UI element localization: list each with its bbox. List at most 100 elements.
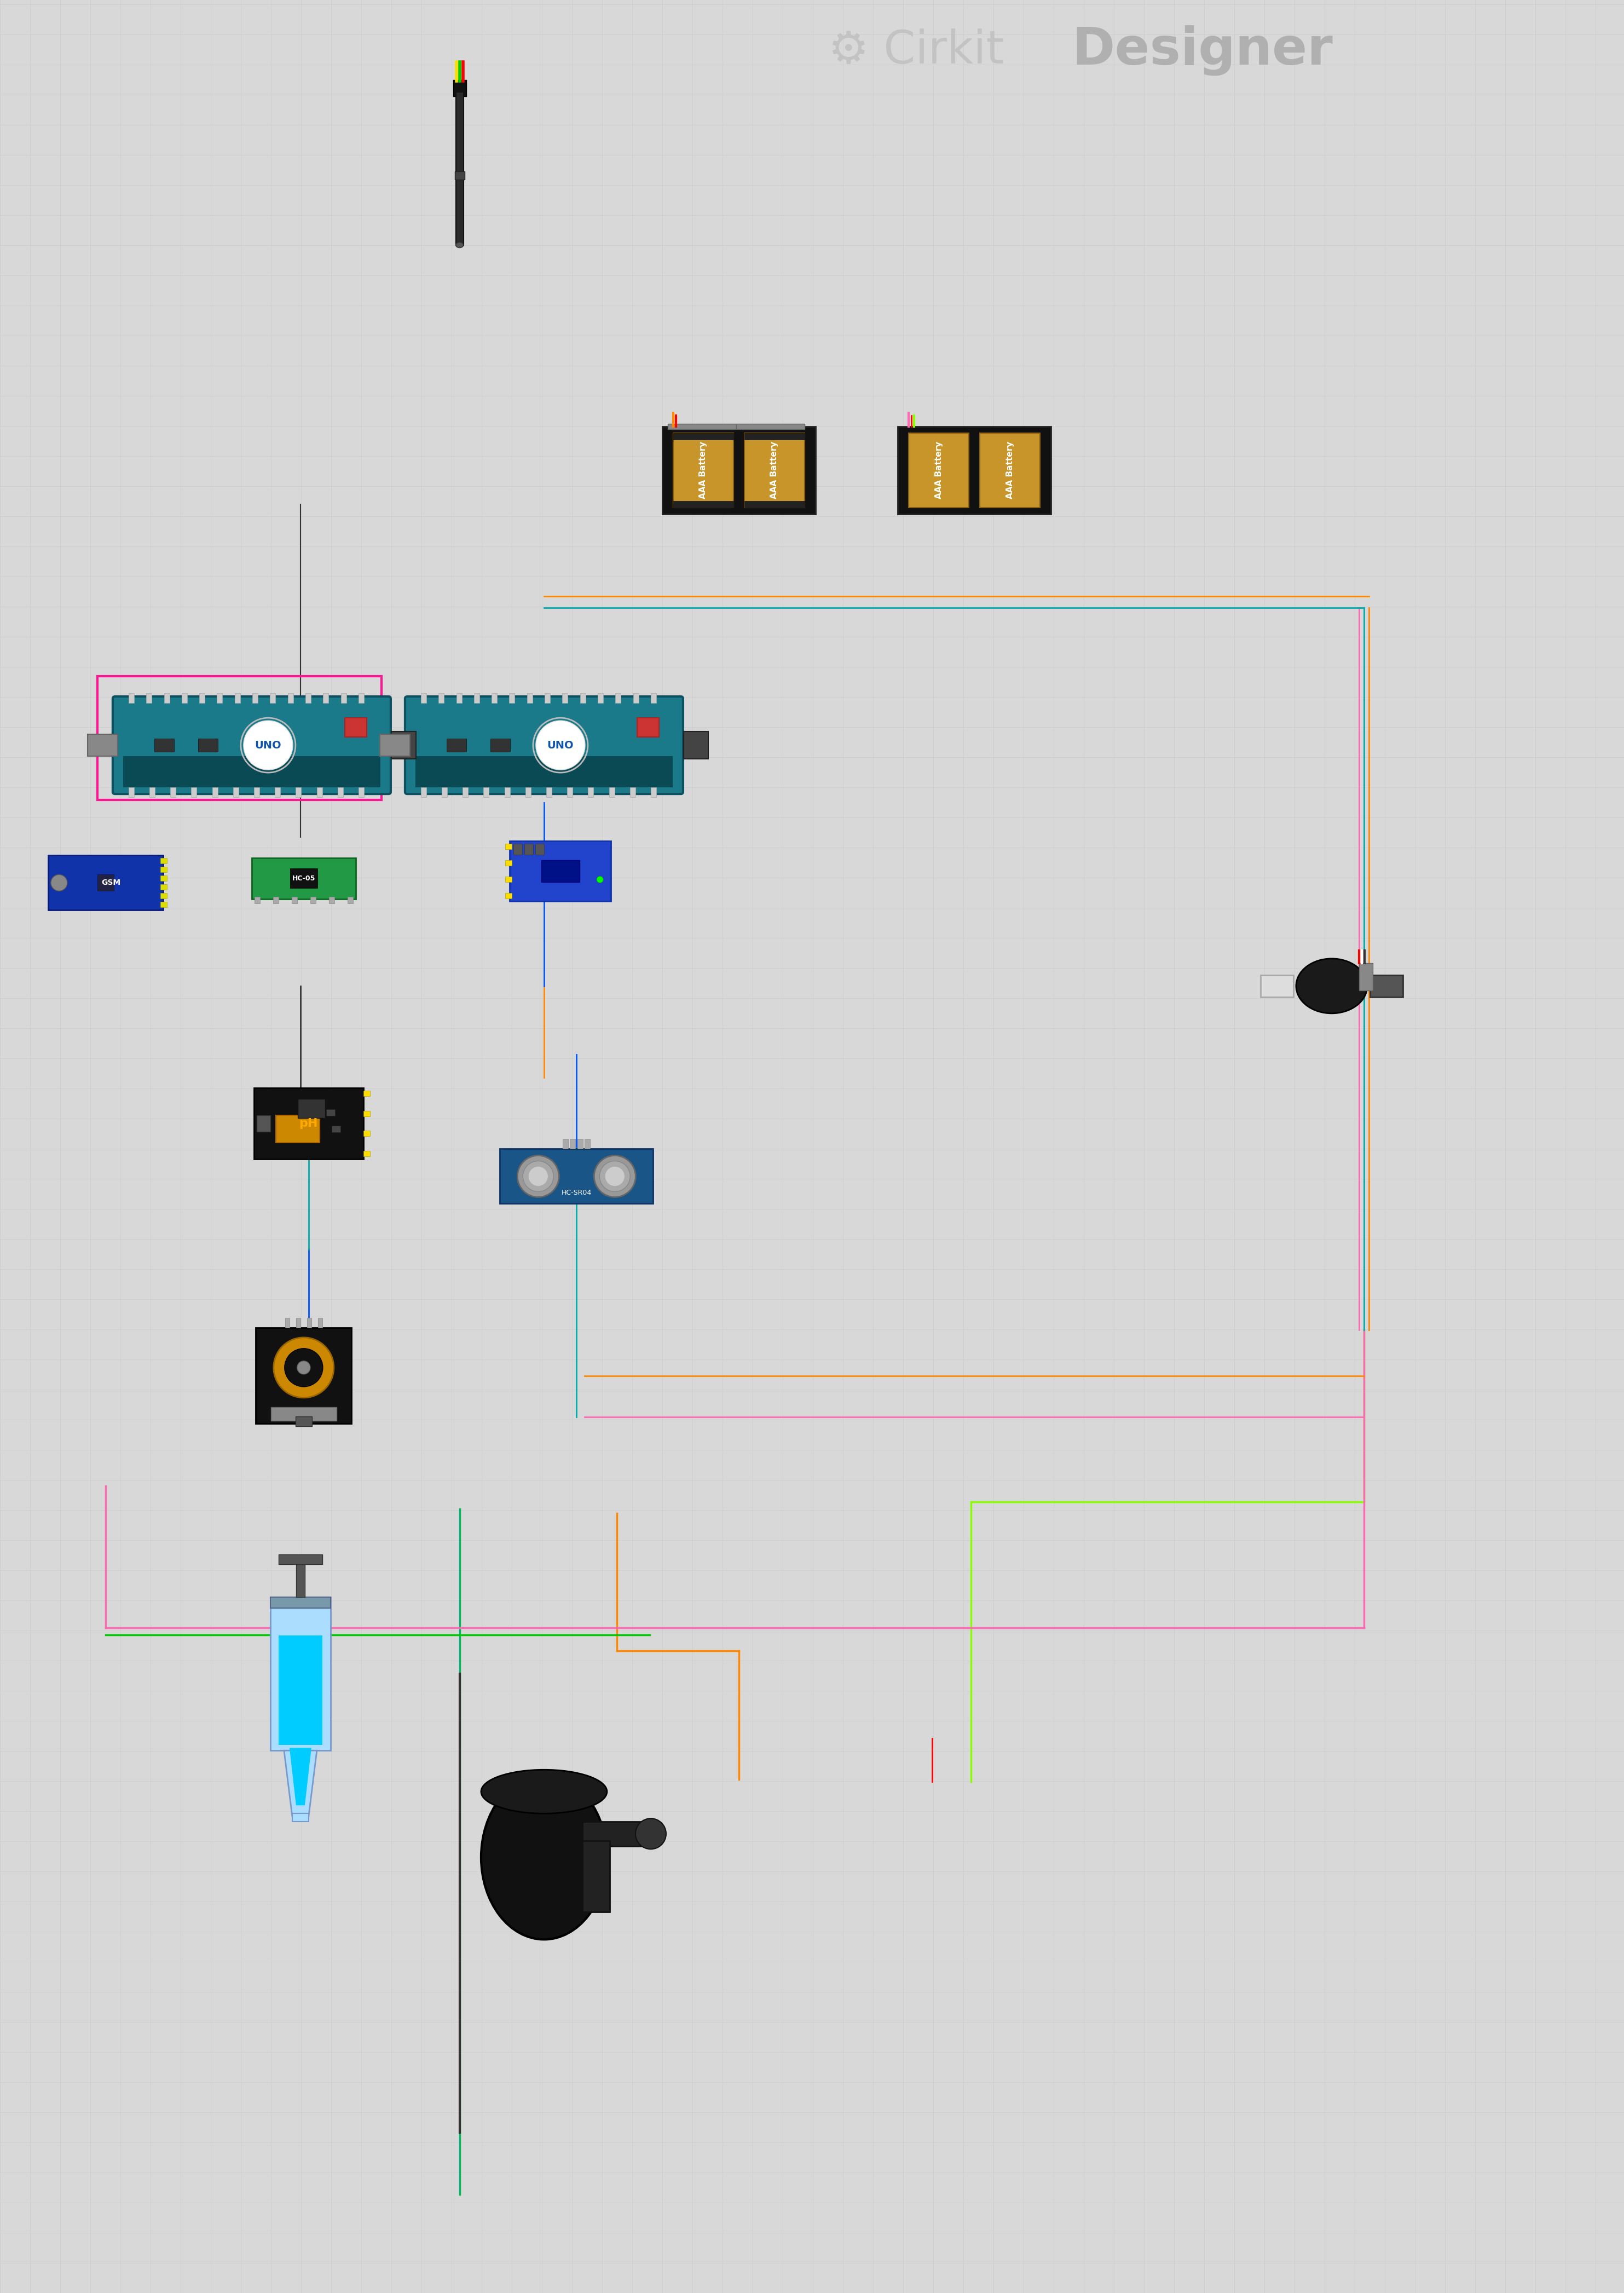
Bar (154, 738, 174, 752)
Circle shape (273, 1337, 335, 1399)
Bar (583, 1841, 609, 1912)
Bar (291, 869, 317, 887)
Bar (364, 1091, 370, 1096)
Bar (307, 1318, 312, 1328)
Bar (510, 842, 611, 901)
Bar (341, 692, 346, 704)
Bar (684, 731, 708, 759)
Bar (1260, 975, 1293, 997)
Bar (182, 692, 187, 704)
Bar (364, 1110, 370, 1117)
Bar (453, 80, 466, 96)
Bar (286, 1318, 289, 1328)
Bar (274, 786, 281, 798)
Bar (510, 692, 515, 704)
Bar (296, 786, 300, 798)
Bar (525, 844, 533, 855)
Bar (270, 692, 276, 704)
Bar (633, 692, 638, 704)
Bar (674, 433, 734, 507)
Ellipse shape (1296, 958, 1367, 1014)
Bar (330, 897, 335, 903)
Bar (200, 692, 205, 704)
Bar (744, 433, 804, 440)
Circle shape (594, 1156, 635, 1197)
Text: ⚙ Cirkit: ⚙ Cirkit (828, 28, 1004, 73)
Bar (192, 786, 197, 798)
Circle shape (518, 1156, 559, 1197)
Bar (257, 1328, 351, 1424)
Bar (198, 738, 218, 752)
Bar (979, 433, 1039, 507)
Bar (583, 1821, 653, 1846)
Bar (564, 1140, 568, 1149)
Bar (500, 1149, 653, 1204)
Bar (161, 876, 167, 881)
Bar (359, 786, 364, 798)
Bar (253, 786, 260, 798)
Bar (270, 1598, 331, 1607)
Bar (364, 1151, 370, 1156)
Bar (123, 757, 380, 786)
Text: UNO: UNO (255, 741, 281, 750)
Bar (213, 786, 218, 798)
Bar (317, 786, 322, 798)
Bar (296, 1417, 312, 1426)
Polygon shape (284, 1750, 317, 1816)
Bar (252, 692, 258, 704)
Bar (279, 1635, 322, 1745)
Bar (898, 426, 1051, 514)
Bar (580, 692, 586, 704)
Bar (505, 876, 512, 883)
Circle shape (244, 720, 292, 770)
Text: HC-SR04: HC-SR04 (562, 1190, 591, 1197)
Bar (456, 92, 463, 245)
Bar (252, 858, 356, 899)
Bar (270, 1598, 331, 1750)
FancyBboxPatch shape (112, 697, 391, 793)
Circle shape (599, 1160, 630, 1192)
Bar (544, 692, 551, 704)
Bar (292, 1814, 309, 1821)
Bar (234, 786, 239, 798)
Text: AAA Battery: AAA Battery (935, 440, 944, 500)
Bar (526, 692, 533, 704)
Bar (416, 757, 672, 786)
Circle shape (523, 1160, 554, 1192)
Bar (287, 692, 294, 704)
Bar (578, 1140, 583, 1149)
Bar (484, 786, 489, 798)
FancyBboxPatch shape (404, 697, 684, 793)
Bar (253, 1087, 364, 1160)
Bar (171, 786, 175, 798)
Bar (456, 692, 461, 704)
Text: AAA Battery: AAA Battery (770, 440, 778, 500)
Bar (651, 786, 656, 798)
Bar (536, 844, 544, 855)
Bar (615, 692, 620, 704)
Text: HC-05: HC-05 (292, 874, 315, 883)
Ellipse shape (481, 1770, 607, 1814)
Bar (88, 734, 117, 757)
Bar (257, 1114, 270, 1133)
Bar (585, 1140, 590, 1149)
Circle shape (596, 876, 603, 883)
Bar (667, 424, 736, 429)
Bar (297, 1098, 325, 1119)
Bar (279, 1555, 322, 1564)
Bar (463, 786, 468, 798)
Bar (161, 858, 167, 864)
Bar (1359, 963, 1372, 991)
Ellipse shape (456, 243, 463, 248)
Text: AAA Battery: AAA Battery (700, 440, 708, 500)
Bar (421, 786, 427, 798)
Bar (421, 692, 427, 704)
Bar (97, 676, 382, 800)
Bar (273, 897, 278, 903)
Bar (128, 692, 135, 704)
Text: Designer: Designer (1072, 25, 1333, 76)
Bar (331, 1126, 341, 1133)
Bar (234, 692, 240, 704)
Bar (505, 786, 510, 798)
Bar (447, 738, 466, 752)
